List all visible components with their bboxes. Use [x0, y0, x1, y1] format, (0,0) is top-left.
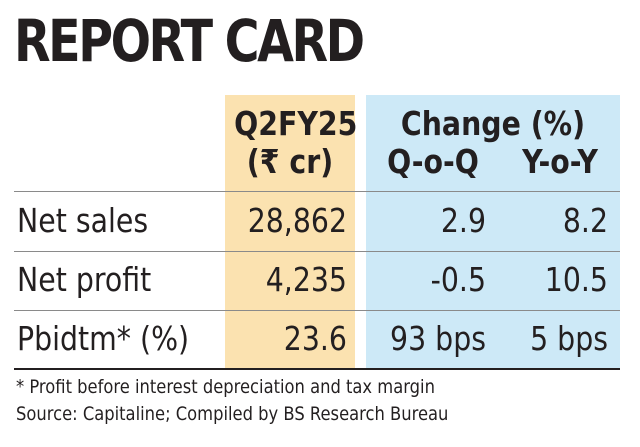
q2-column-background	[225, 95, 355, 368]
footnote: * Profit before interest depreciation an…	[16, 376, 435, 398]
header-qoq: Q-o-Q	[387, 142, 479, 181]
row-label-net-sales: Net sales	[17, 201, 149, 240]
row-label-pbidtm: Pbidtm* (%)	[17, 319, 190, 358]
row-divider	[14, 310, 620, 311]
cell-net-sales-qoq: 2.9	[440, 201, 486, 240]
change-columns-background	[366, 95, 620, 368]
header-change-group: Change (%)	[400, 104, 586, 143]
cell-pbidtm-yoy: 5 bps	[530, 319, 608, 358]
cell-pbidtm-qoq: 93 bps	[390, 319, 486, 358]
cell-net-sales-yoy: 8.2	[562, 201, 608, 240]
header-divider	[14, 191, 620, 192]
cell-pbidtm-q2: 23.6	[283, 319, 347, 358]
page-title: REPORT CARD	[14, 7, 365, 75]
cell-net-profit-yoy: 10.5	[544, 260, 608, 299]
header-q2-period: Q2FY25	[234, 104, 358, 143]
row-label-net-profit: Net profit	[17, 260, 152, 299]
header-yoy: Y-o-Y	[522, 142, 598, 181]
source-note: Source: Capitaline; Compiled by BS Resea…	[16, 403, 449, 425]
row-divider	[14, 251, 620, 252]
cell-net-sales-q2: 28,862	[247, 201, 347, 240]
header-q2-unit: (₹ cr)	[246, 142, 334, 181]
cell-net-profit-q2: 4,235	[265, 260, 347, 299]
cell-net-profit-qoq: -0.5	[430, 260, 486, 299]
table-bottom-rule	[14, 368, 620, 370]
